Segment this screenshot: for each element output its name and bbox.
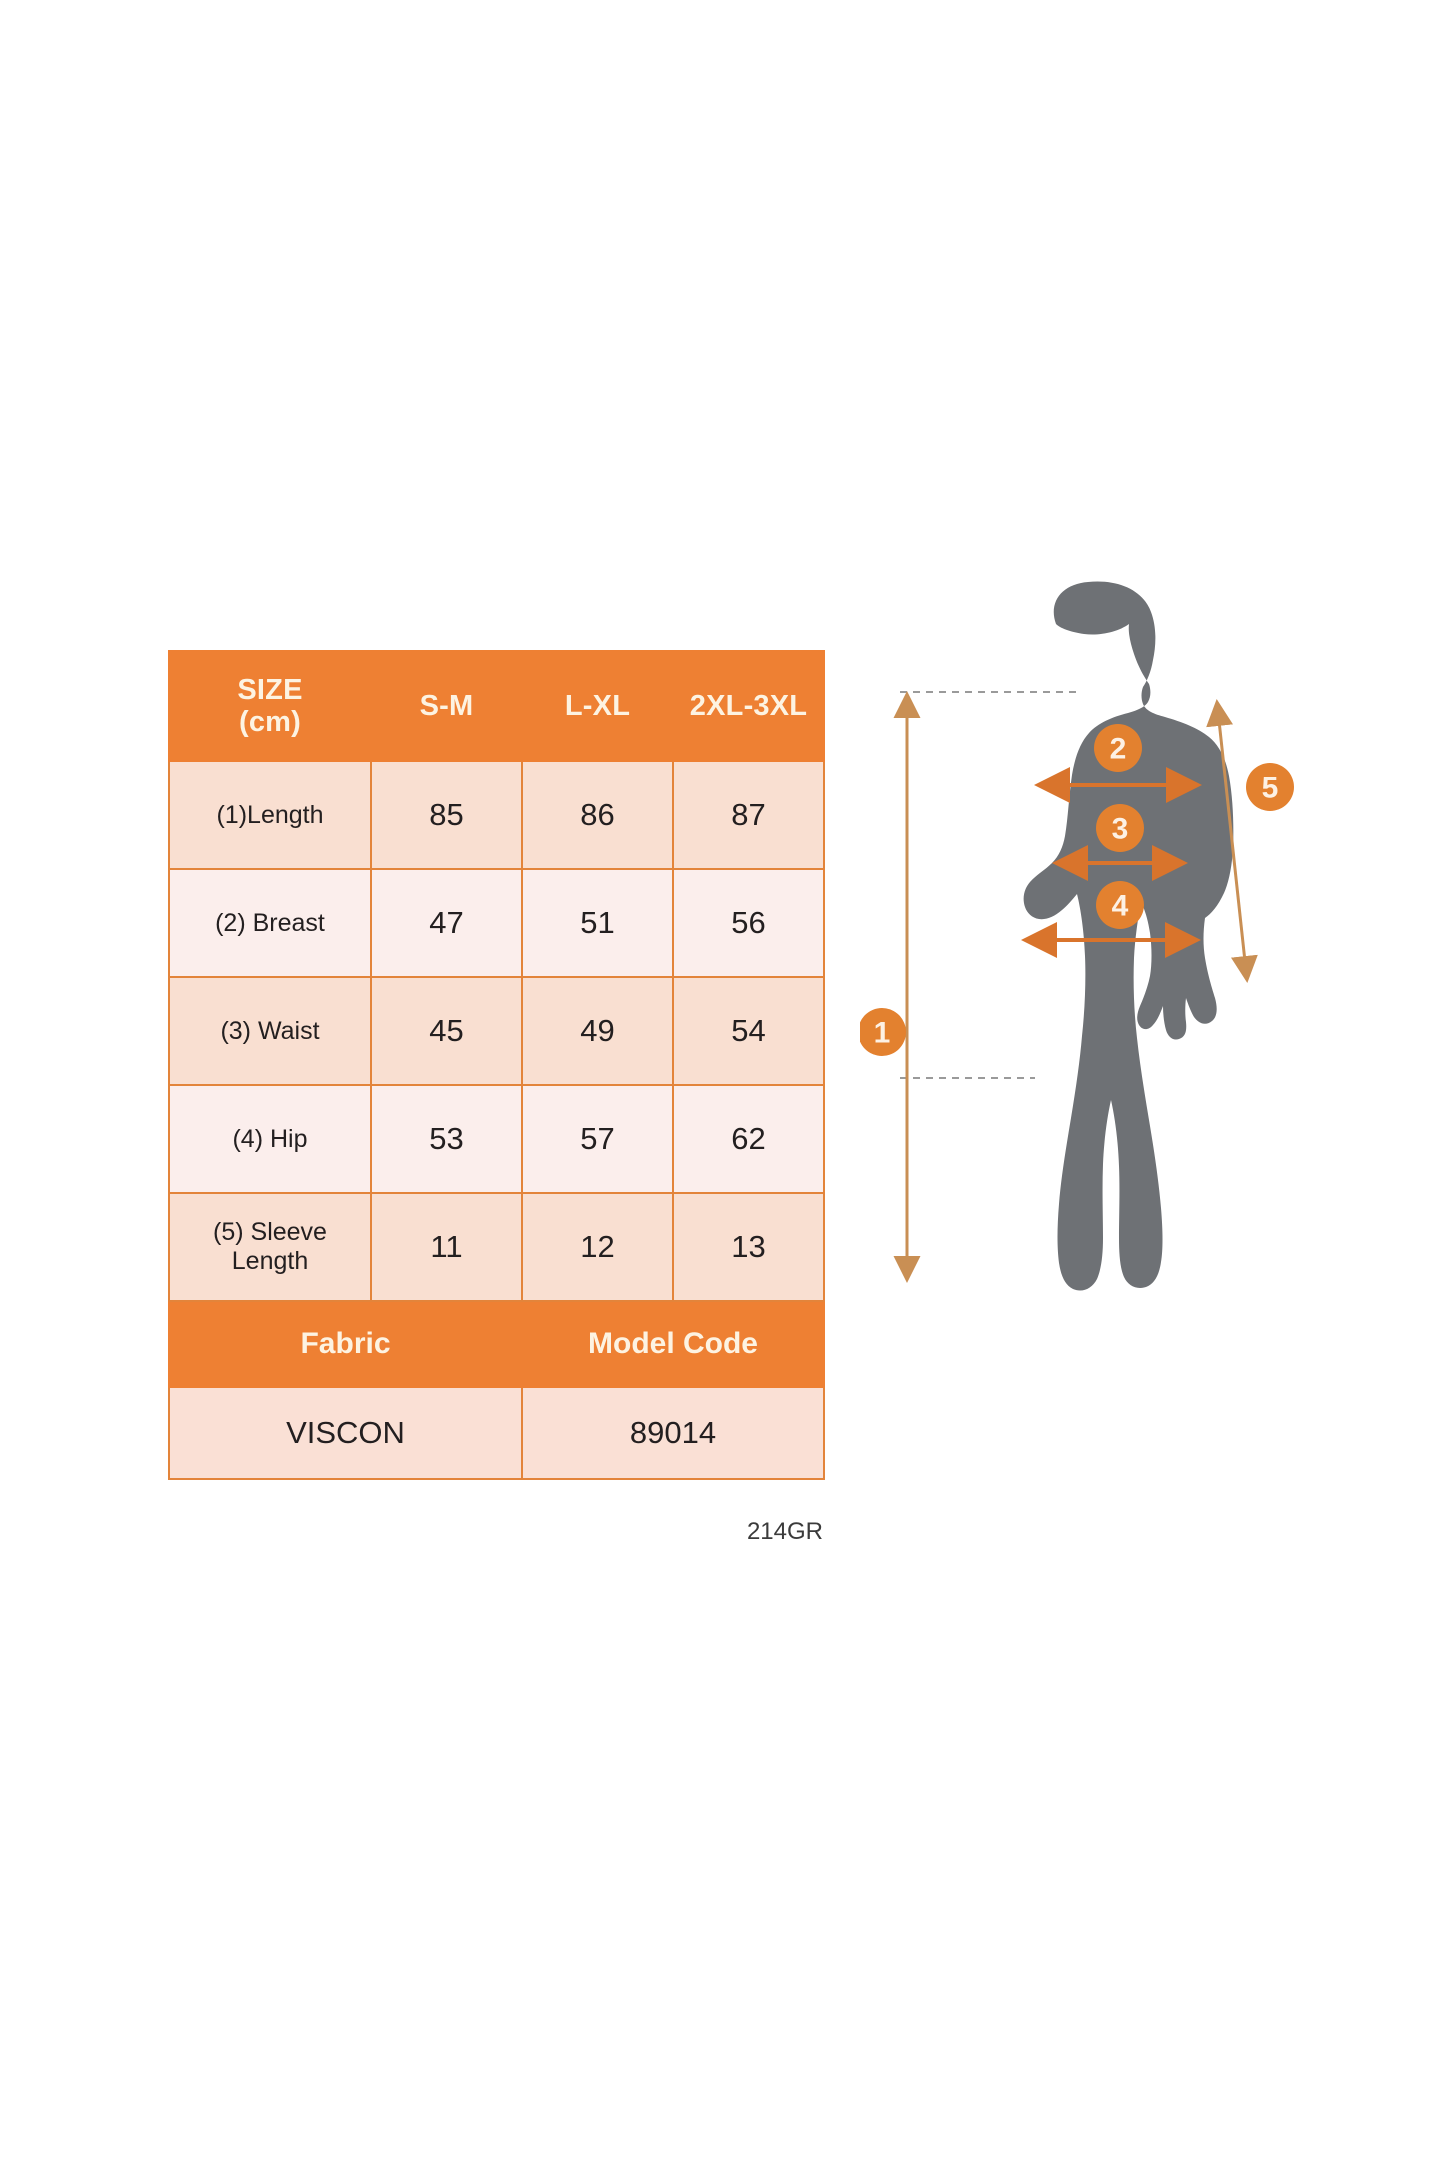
size-table: SIZE (cm) S-M L-XL 2XL-3XL (1)Length 85 … xyxy=(168,650,825,1480)
footer-product-code: 214GR xyxy=(746,1518,823,1545)
measure-line-sleeve xyxy=(1206,699,1258,983)
header-model-code: Model Code xyxy=(521,1300,825,1388)
cell-length-2xl3xl: 87 xyxy=(672,760,825,870)
measure-line-length xyxy=(893,691,1082,1283)
row-label-hip: (4) Hip xyxy=(168,1084,372,1194)
cell-breast-sm: 47 xyxy=(370,868,523,978)
cell-waist-2xl3xl: 54 xyxy=(672,976,825,1086)
cell-waist-lxl: 49 xyxy=(521,976,674,1086)
header-column-lxl: L-XL xyxy=(521,650,674,762)
marker-label-4: 4 xyxy=(1112,890,1129,923)
marker-label-1: 1 xyxy=(874,1017,891,1050)
cell-breast-lxl: 51 xyxy=(521,868,674,978)
cell-hip-lxl: 57 xyxy=(521,1084,674,1194)
header-fabric: Fabric xyxy=(168,1300,523,1388)
cell-length-lxl: 86 xyxy=(521,760,674,870)
marker-badge-2: 2 xyxy=(1094,724,1142,772)
cell-length-sm: 85 xyxy=(370,760,523,870)
cell-hip-sm: 53 xyxy=(370,1084,523,1194)
size-table-container: SIZE (cm) S-M L-XL 2XL-3XL (1)Length 85 … xyxy=(168,650,825,1480)
header-column-sm: S-M xyxy=(370,650,523,762)
row-label-sleeve-line2: Length xyxy=(231,1247,309,1275)
table-row: (1)Length 85 86 87 xyxy=(168,760,825,870)
marker-badge-4: 4 xyxy=(1096,881,1144,929)
table-row: (3) Waist 45 49 54 xyxy=(168,976,825,1086)
row-label-sleeve-line1: (5) Sleeve xyxy=(213,1218,327,1247)
table-header-row: SIZE (cm) S-M L-XL 2XL-3XL xyxy=(168,650,825,762)
table-row: (2) Breast 47 51 56 xyxy=(168,868,825,978)
table-band-row: Fabric Model Code xyxy=(168,1300,825,1388)
cell-sleeve-lxl: 12 xyxy=(521,1192,674,1302)
row-label-length: (1)Length xyxy=(168,760,372,870)
marker-badge-1: 1 xyxy=(860,1008,906,1056)
marker-badge-5: 5 xyxy=(1246,763,1294,811)
cell-fabric-value: VISCON xyxy=(168,1386,523,1480)
header-size-label: SIZE xyxy=(237,673,303,706)
cell-model-code-value: 89014 xyxy=(521,1386,825,1480)
row-label-waist: (3) Waist xyxy=(168,976,372,1086)
cell-waist-sm: 45 xyxy=(370,976,523,1086)
cell-sleeve-2xl3xl: 13 xyxy=(672,1192,825,1302)
cell-hip-2xl3xl: 62 xyxy=(672,1084,825,1194)
measurement-figure: 1 2 3 4 5 xyxy=(860,580,1340,1320)
header-column-2xl3xl: 2XL-3XL xyxy=(672,650,825,762)
cell-breast-2xl3xl: 56 xyxy=(672,868,825,978)
header-unit-label: (cm) xyxy=(238,706,302,738)
header-size-cm: SIZE (cm) xyxy=(168,650,372,762)
marker-badge-3: 3 xyxy=(1096,804,1144,852)
row-label-sleeve-length: (5) Sleeve Length xyxy=(168,1192,372,1302)
cell-sleeve-sm: 11 xyxy=(370,1192,523,1302)
marker-label-2: 2 xyxy=(1110,733,1127,766)
female-silhouette-icon xyxy=(1023,581,1234,1291)
row-label-breast: (2) Breast xyxy=(168,868,372,978)
marker-label-3: 3 xyxy=(1112,813,1129,846)
marker-label-5: 5 xyxy=(1262,772,1279,805)
table-row: (5) Sleeve Length 11 12 13 xyxy=(168,1192,825,1302)
table-row: VISCON 89014 xyxy=(168,1386,825,1480)
table-row: (4) Hip 53 57 62 xyxy=(168,1084,825,1194)
